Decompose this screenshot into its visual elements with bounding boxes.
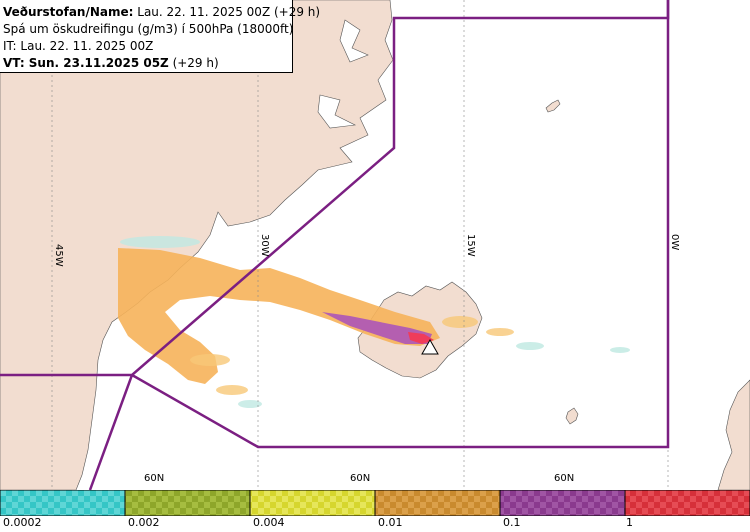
jan-mayen-island — [545, 99, 561, 113]
ash-plume-low — [118, 248, 440, 384]
latitude-label-60n-mid: 60N — [350, 473, 370, 484]
longitude-label-15w: 15W — [465, 234, 476, 257]
valid-time-label: VT: Sun. 23.11.2025 05Z — [3, 56, 169, 70]
legend-swatch-0 — [0, 490, 126, 516]
longitude-label-0w: 0W — [669, 234, 680, 250]
product-name-value: Lau. 22. 11. 2025 00Z (+29 h) — [133, 5, 321, 19]
product-name-line: Veðurstofan/Name: Lau. 22. 11. 2025 00Z … — [3, 4, 320, 21]
longitude-label-30w: 30W — [259, 234, 270, 257]
greenland-fjord — [317, 94, 357, 129]
latitude-label-60n-left: 60N — [144, 473, 164, 484]
longitude-label-45w: 45W — [53, 244, 64, 267]
volcano-marker-icon[interactable] — [421, 338, 439, 355]
product-name-label: Veðurstofan/Name: — [3, 5, 134, 19]
latitude-label-60n-right: 60N — [554, 473, 574, 484]
concentration-legend-bar — [0, 490, 750, 516]
legend-swatch-3 — [374, 490, 501, 516]
legend-swatch-1 — [124, 490, 251, 516]
ash-dispersion-map[interactable]: 45W 30W 15W 0W 60N 60N 60N — [0, 0, 750, 490]
legend-swatch-4 — [499, 490, 626, 516]
legend-label-4: 0.1 — [503, 516, 521, 529]
ash-trace-speckle — [120, 236, 630, 408]
legend-label-1: 0.002 — [128, 516, 160, 529]
ash-plume-mid — [322, 312, 432, 344]
legend-label-0: 0.0002 — [3, 516, 42, 529]
faroe-islands — [565, 407, 579, 425]
legend-label-5: 1 — [626, 516, 633, 529]
legend-labels: 0.0002 0.002 0.004 0.01 0.1 1 — [0, 516, 750, 532]
legend-swatch-5 — [624, 490, 750, 516]
ash-plume-high — [408, 332, 434, 344]
forecast-info-box: Veðurstofan/Name: Lau. 22. 11. 2025 00Z … — [0, 0, 320, 73]
norway-coast — [717, 379, 750, 490]
legend-label-2: 0.004 — [253, 516, 285, 529]
legend-label-3: 0.01 — [378, 516, 403, 529]
valid-time-offset: (+29 h) — [168, 56, 219, 70]
valid-time-line: VT: Sun. 23.11.2025 05Z (+29 h) — [3, 55, 292, 72]
greenland-fjord — [339, 19, 369, 63]
ash-low-speckle — [190, 316, 514, 395]
issue-time: IT: Lau. 22. 11. 2025 00Z — [3, 39, 154, 53]
forecast-region-boundary — [0, 0, 670, 490]
product-description: Spá um öskudreifingu (g/m3) í 500hPa (18… — [3, 22, 294, 36]
legend-swatch-2 — [249, 490, 376, 516]
